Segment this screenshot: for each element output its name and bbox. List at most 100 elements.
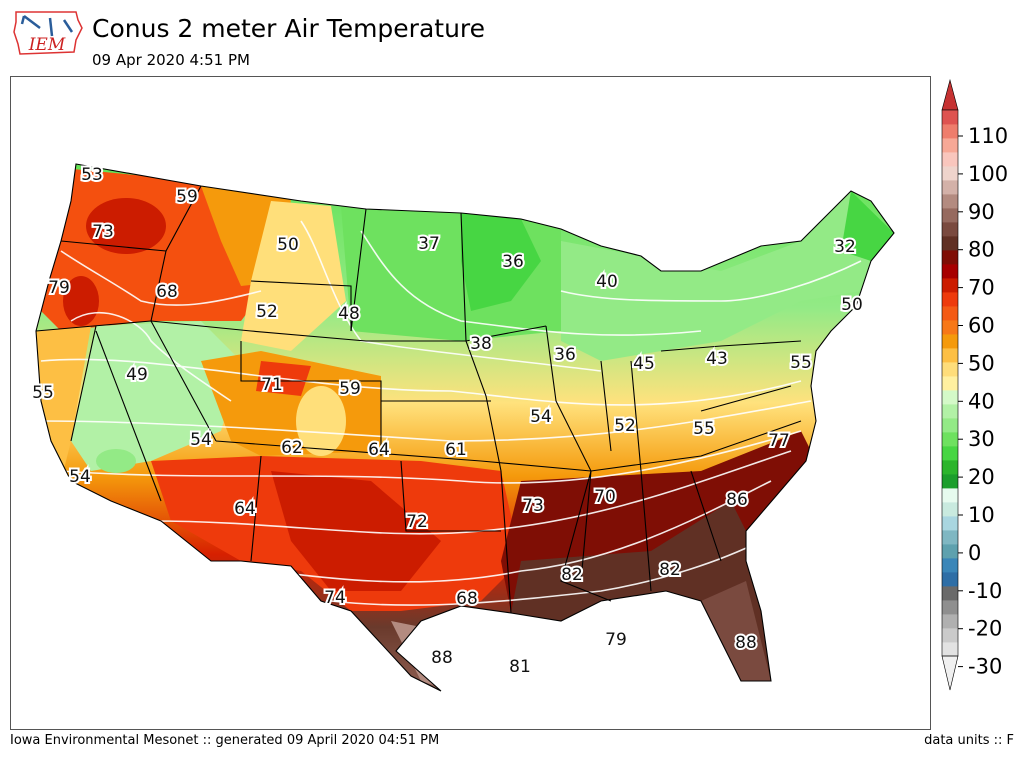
map-timestamp: 09 Apr 2020 4:51 PM	[92, 51, 250, 69]
colorbar-swatch	[942, 502, 958, 517]
temp-value: 71	[261, 375, 283, 395]
temp-value: 59	[339, 379, 361, 399]
temp-value: 32	[834, 237, 856, 257]
temp-value: 40	[596, 272, 618, 292]
temp-value: 38	[470, 334, 492, 354]
colorbar-tick-label: 40	[968, 389, 995, 413]
colorbar-tick-label: -20	[968, 617, 1002, 641]
temp-value: 55	[693, 419, 715, 439]
colorbar-min-arrow	[941, 655, 959, 691]
temp-value: 64	[234, 499, 256, 519]
colorbar-swatch	[942, 488, 958, 503]
footer-credit: Iowa Environmental Mesonet :: generated …	[10, 733, 440, 748]
temp-value: 73	[92, 222, 114, 242]
temp-value: 88	[431, 648, 453, 668]
map-title: Conus 2 meter Air Temperature	[92, 14, 486, 43]
colorbar-swatch	[942, 236, 958, 251]
temp-value: 43	[706, 349, 728, 369]
temp-value: 36	[554, 345, 576, 365]
temp-value: 68	[456, 589, 478, 609]
colorbar-swatch	[942, 334, 958, 349]
colorbar-tick-label: 60	[968, 314, 995, 338]
colorbar-swatch	[942, 586, 958, 601]
colorbar-swatch	[942, 432, 958, 447]
colorbar-tick-label: 100	[968, 162, 1008, 186]
colorbar-swatch	[942, 110, 958, 125]
colorbar-swatch	[942, 306, 958, 321]
colorbar-tick-label: 10	[968, 503, 995, 527]
temp-value: 49	[126, 365, 148, 385]
temp-value: 72	[406, 512, 428, 532]
colorbar-swatch	[942, 572, 958, 587]
temp-value: 79	[605, 630, 627, 650]
colorbar-tick-label: 70	[968, 276, 995, 300]
logo-text: IEM	[28, 35, 66, 55]
colorbar-tick-label: 110	[968, 124, 1008, 148]
temp-value: 48	[338, 304, 360, 324]
colorbar-swatch	[942, 362, 958, 377]
colorbar-tick-label: 0	[968, 541, 981, 565]
colorbar-swatch	[942, 166, 958, 181]
temp-value: 77	[768, 431, 790, 451]
colorbar-swatch	[942, 124, 958, 139]
conus-map: 53 59 73 50 37 36 32 79 68 52 48 40 50 3…	[30, 163, 895, 692]
temp-value: 62	[281, 438, 303, 458]
temp-value: 54	[530, 407, 552, 427]
colorbar-swatch	[942, 558, 958, 573]
colorbar-swatch	[942, 614, 958, 629]
colorbar-swatch	[942, 600, 958, 615]
temp-value: 82	[659, 560, 681, 580]
temp-value: 88	[735, 633, 757, 653]
colorbar-swatch	[942, 152, 958, 167]
colorbar-tick-label: 20	[968, 465, 995, 489]
temp-value: 86	[726, 490, 748, 510]
temp-value: 82	[561, 565, 583, 585]
temperature-values: 53 59 73 50 37 36 32 79 68 52 48 40 50 3…	[30, 163, 865, 679]
colorbar-swatch	[942, 628, 958, 643]
colorbar-swatch	[942, 460, 958, 475]
temp-value: 55	[32, 383, 54, 403]
colorbar-swatch	[942, 320, 958, 335]
colorbar-swatch	[942, 138, 958, 153]
colorbar-tick-label: 30	[968, 427, 995, 451]
temp-value: 52	[256, 302, 278, 322]
temp-value: 61	[445, 440, 467, 460]
colorbar-tick-label: 50	[968, 351, 995, 375]
colorbar-swatch	[942, 516, 958, 531]
colorbar-swatch	[942, 194, 958, 209]
colorbar-swatch	[942, 348, 958, 363]
colorbar-swatch	[942, 278, 958, 293]
wind-barb-icon	[20, 15, 74, 37]
colorbar-swatch	[942, 208, 958, 223]
temp-value: 52	[614, 416, 636, 436]
colorbar-swatch	[942, 180, 958, 195]
colorbar-swatch	[942, 446, 958, 461]
colorbar-max-arrow	[941, 78, 959, 111]
temp-value: 54	[69, 467, 91, 487]
colorbar-tick-label: 80	[968, 238, 995, 262]
temp-value: 53	[81, 165, 103, 185]
footer-units: data units :: F	[924, 733, 1014, 748]
temp-value: 50	[277, 235, 299, 255]
colorbar-swatch	[942, 222, 958, 237]
colorbar-swatch	[942, 642, 958, 657]
colorbar-swatch	[942, 474, 958, 489]
colorbar-swatch	[942, 418, 958, 433]
temp-value: 36	[502, 252, 524, 272]
colorbar-swatch	[942, 250, 958, 265]
colorbar-tick-label: -30	[968, 655, 1002, 679]
colorbar-swatch	[942, 404, 958, 419]
temp-value: 64	[368, 440, 390, 460]
colorbar-swatch	[942, 292, 958, 307]
temp-value: 70	[594, 487, 616, 507]
temp-value: 68	[156, 282, 178, 302]
temp-value: 59	[176, 187, 198, 207]
colorbar-tick-label: 90	[968, 200, 995, 224]
colorbar-tick-label: -10	[968, 579, 1002, 603]
iem-logo: IEM	[13, 11, 83, 55]
temp-value: 45	[633, 354, 655, 374]
temp-value: 81	[509, 657, 531, 677]
temp-value: 73	[522, 496, 544, 516]
temp-value: 79	[48, 278, 70, 298]
